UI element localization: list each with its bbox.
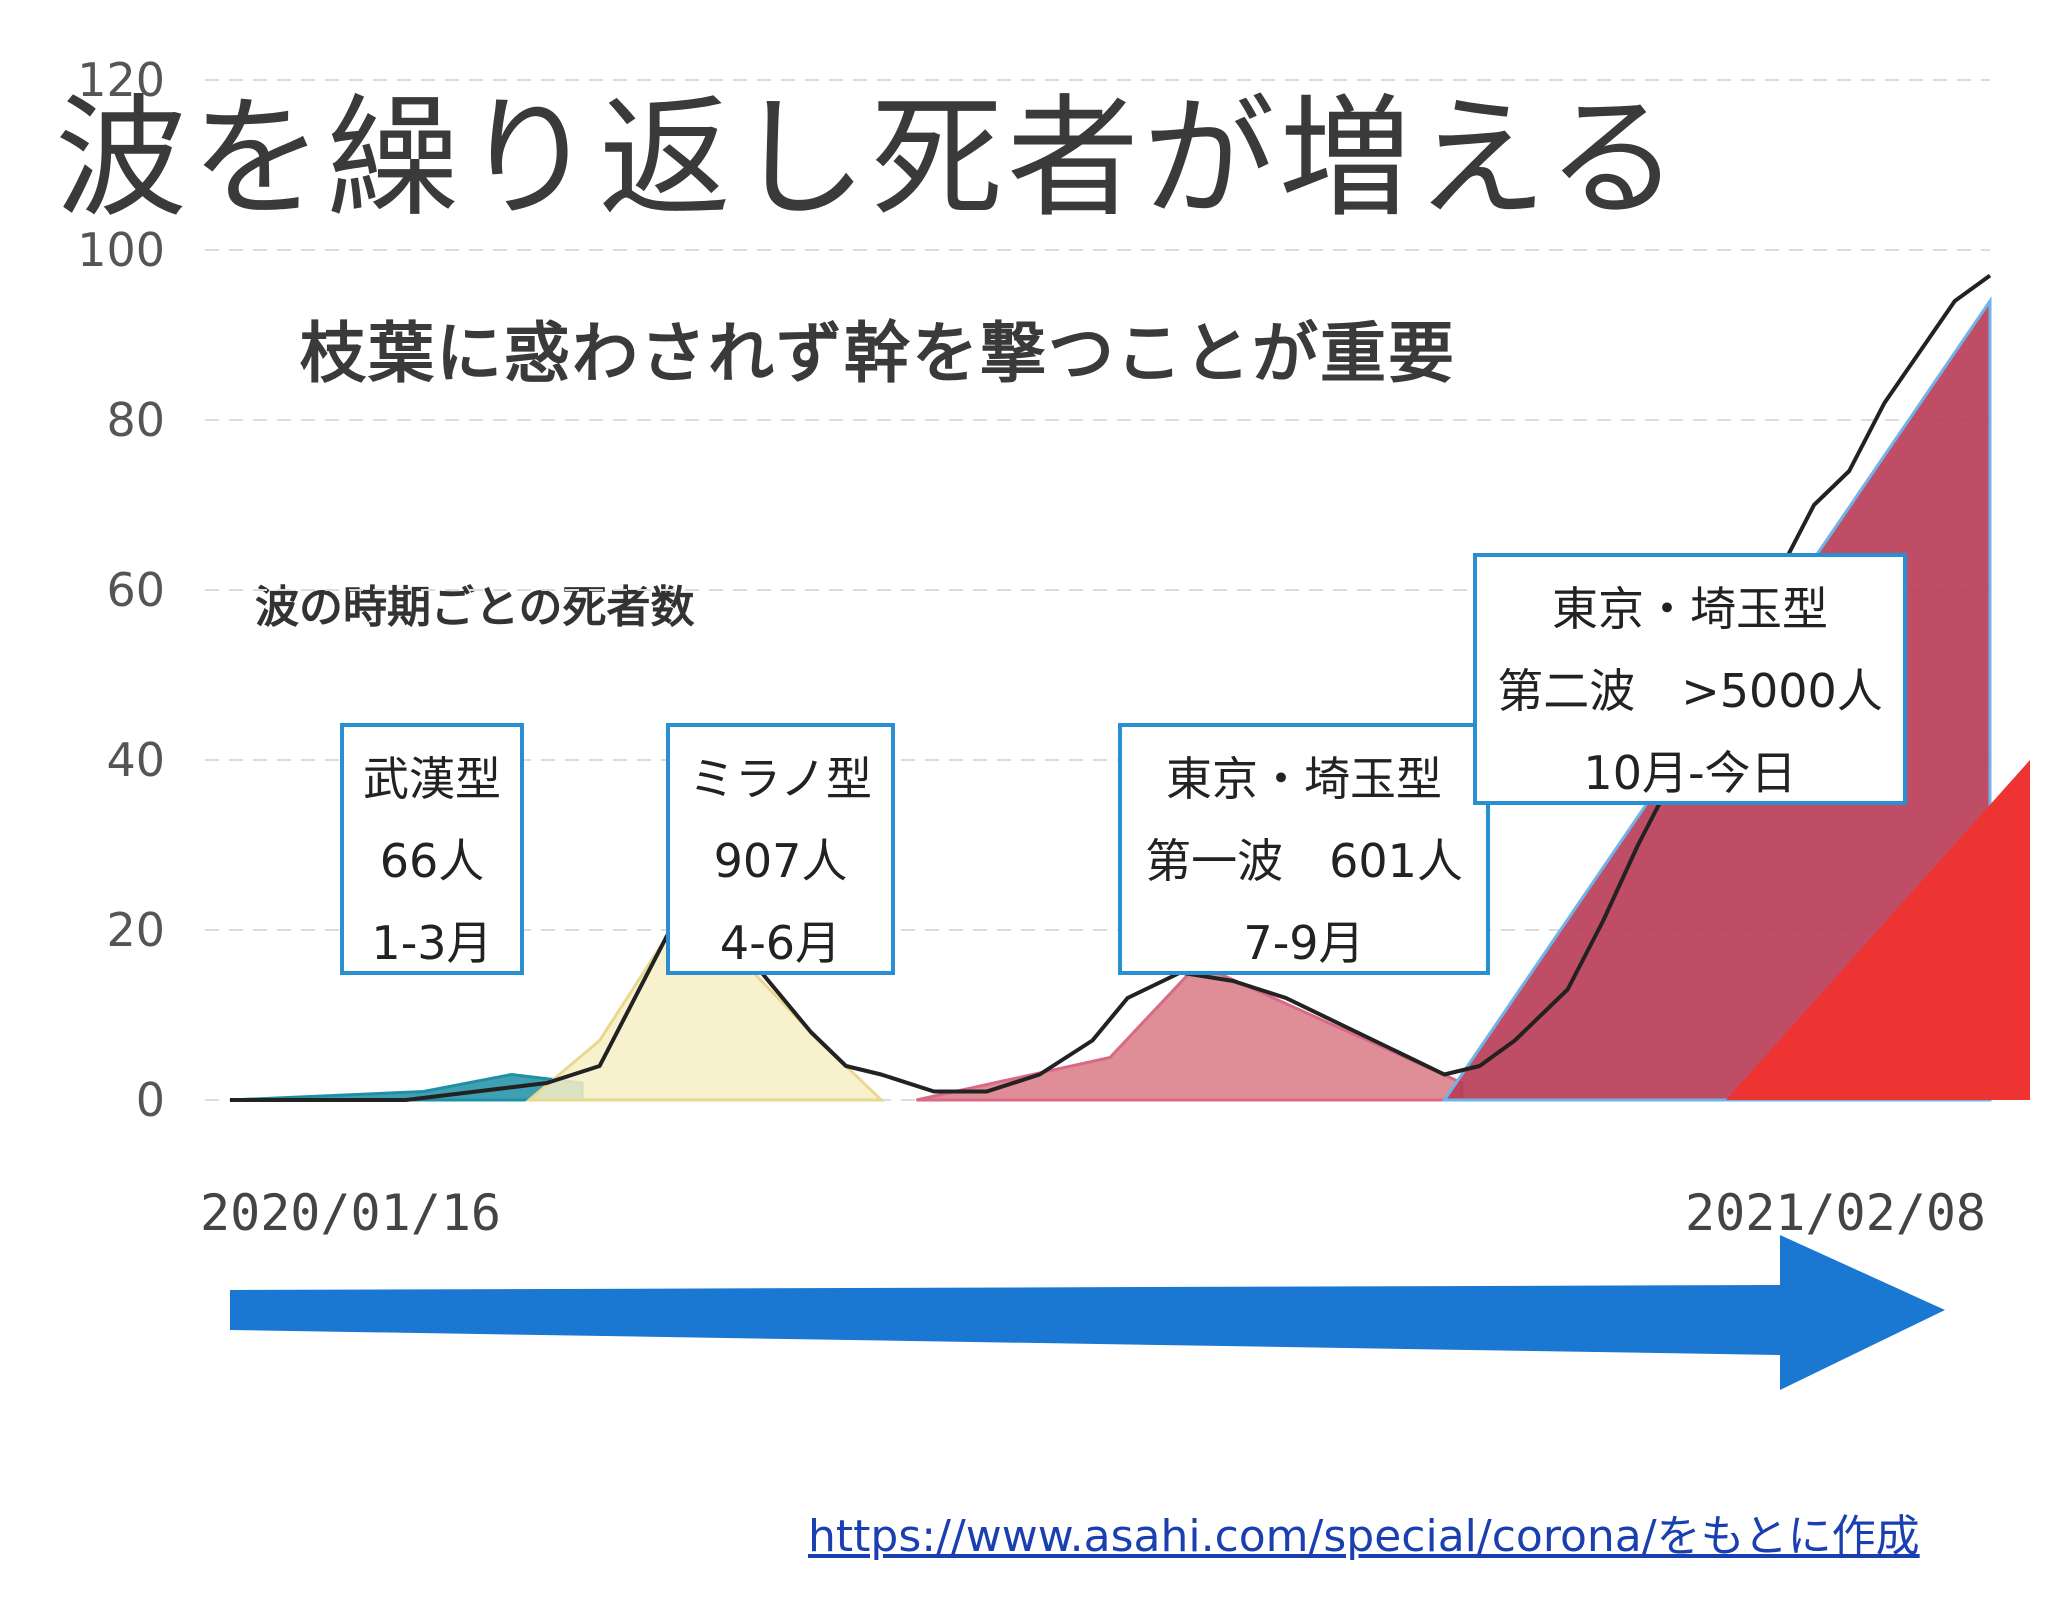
wave-name: ミラノ型 — [689, 752, 872, 806]
page-title: 波を繰り返し死者が増える — [55, 82, 1684, 236]
y-tick-label: 20 — [106, 903, 165, 957]
timeline-arrow — [230, 1235, 1945, 1390]
wave-period: 1-3月 — [371, 916, 492, 970]
wave-label-box — [1118, 723, 1490, 975]
wave-area — [229, 1072, 584, 1102]
wave-count: 第二波 >5000人 — [1497, 664, 1883, 718]
wave-period: 7-9月 — [1243, 916, 1364, 970]
wave-count: 第一波 601人 — [1145, 834, 1463, 888]
page-subtitle: 枝葉に惑わされず幹を撃つことが重要 — [300, 315, 1456, 392]
y-tick-label: 100 — [77, 223, 165, 277]
y-tick-label: 40 — [106, 733, 165, 787]
wave-count: 66人 — [380, 834, 485, 888]
y-tick-label: 60 — [106, 563, 165, 617]
wave-count: 907人 — [714, 834, 848, 888]
wave-name: 武漢型 — [363, 752, 501, 806]
wave-name: 東京・埼玉型 — [1166, 752, 1442, 806]
wave-label-box — [340, 723, 524, 975]
wave-period: 10月-今日 — [1583, 746, 1796, 800]
wave-label-box — [666, 723, 895, 975]
x-start-label: 2020/01/16 — [200, 1184, 501, 1242]
wave-areas — [229, 296, 2030, 1102]
wave-label-box — [1473, 553, 1907, 805]
x-end-label: 2021/02/08 — [1685, 1184, 1986, 1242]
wave-area — [916, 962, 1464, 1102]
y-tick-label: 120 — [77, 53, 165, 107]
wave-name: 東京・埼玉型 — [1552, 582, 1828, 636]
recent-surge-triangle — [1726, 760, 2030, 1100]
wave-period: 4-6月 — [720, 916, 841, 970]
y-tick-label: 80 — [106, 393, 165, 447]
source-link[interactable]: https://www.asahi.com/special/corona/をもと… — [808, 1511, 1920, 1562]
y-tick-label: 0 — [136, 1073, 165, 1127]
y-tick-labels: 0 20 40 60 80 100 120 — [77, 53, 165, 1127]
